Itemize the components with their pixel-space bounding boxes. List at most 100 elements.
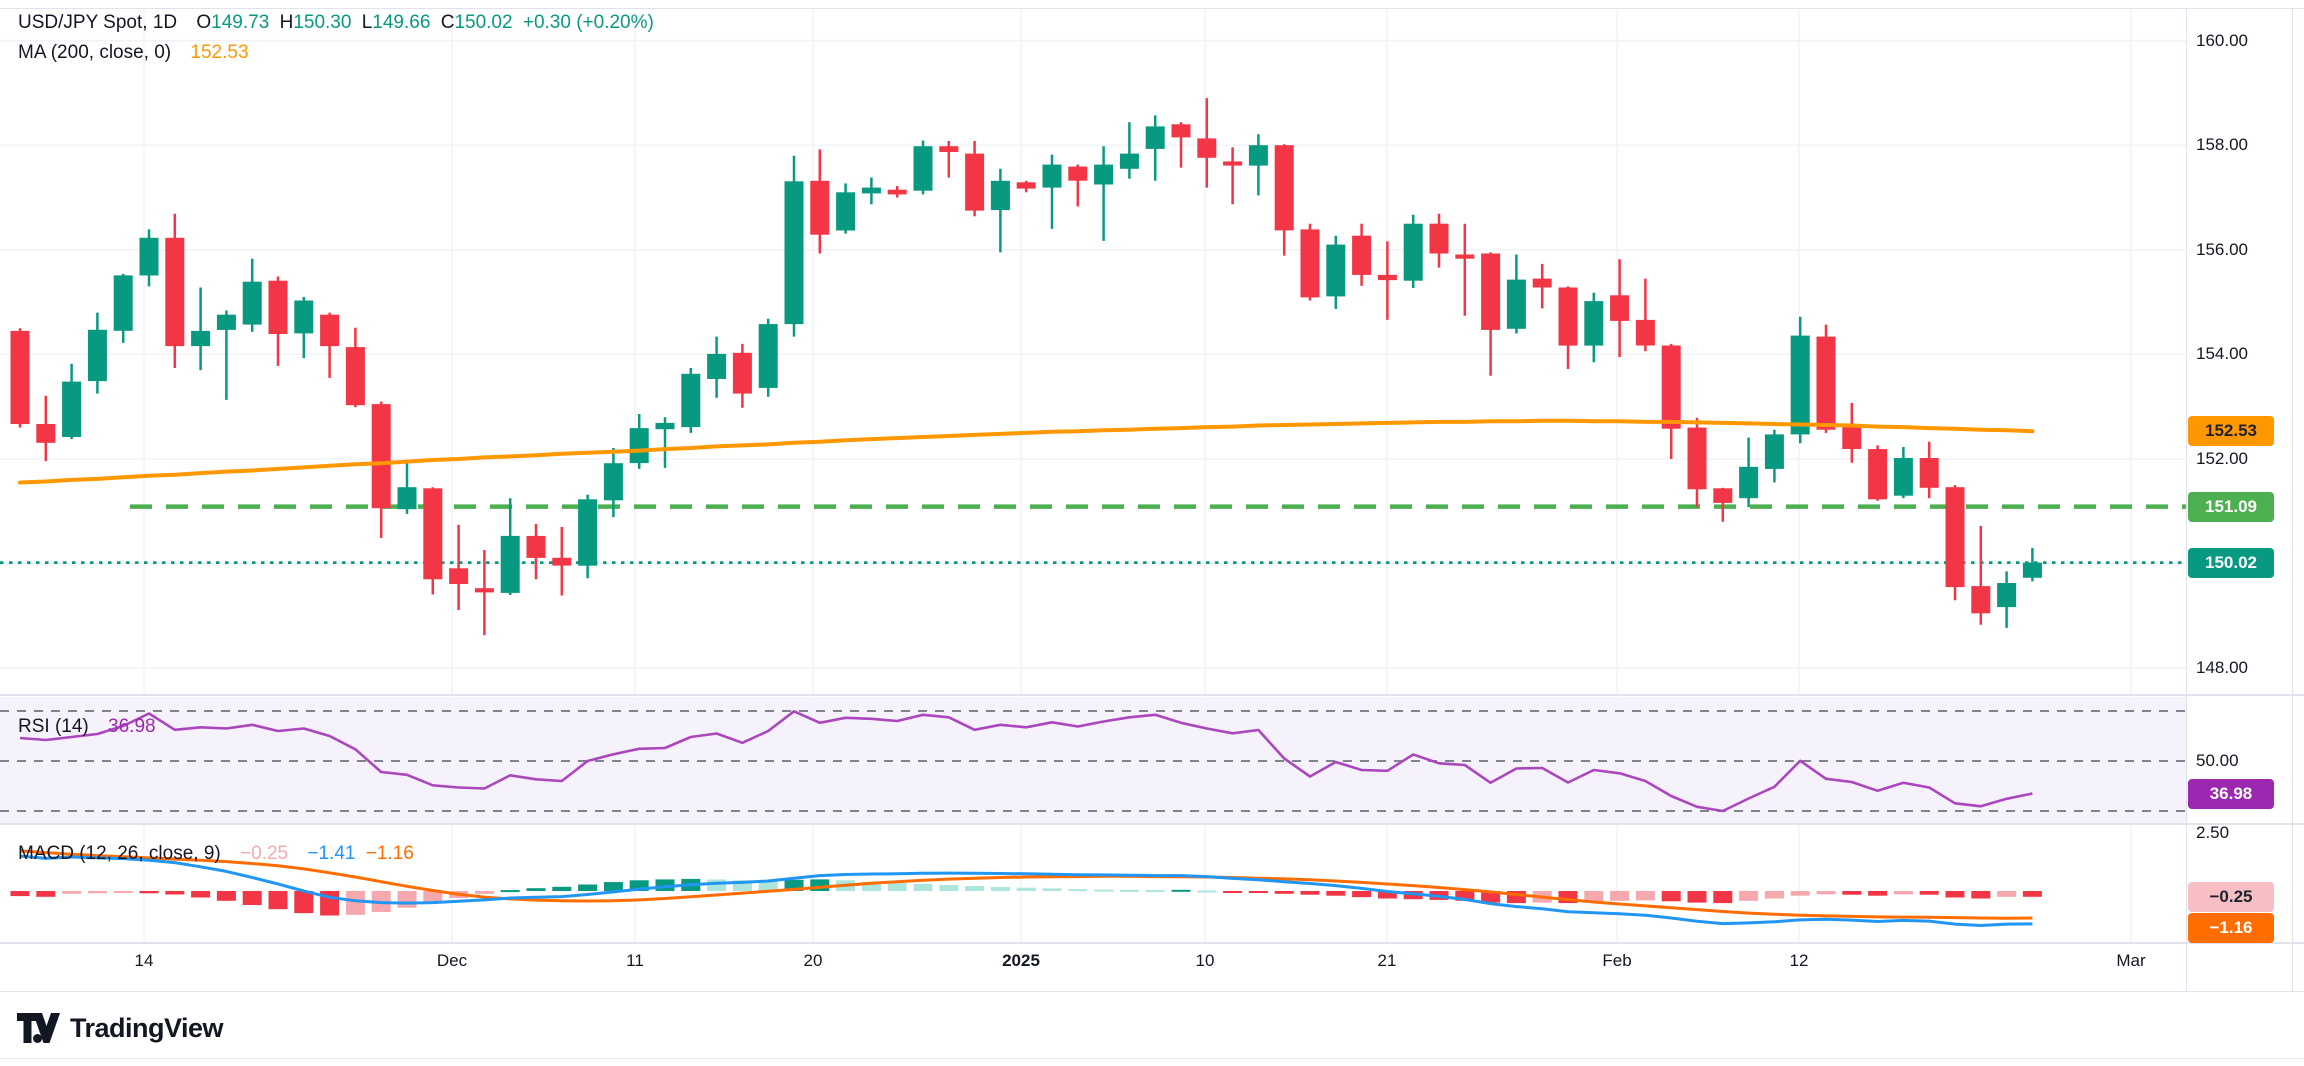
macd-hist-bar [810,879,830,891]
candle-body [707,353,727,379]
rsi-line[interactable] [19,709,2033,813]
candle-body [655,422,675,430]
candle-body [1687,427,1707,490]
candle-body [1352,235,1372,275]
price-axis-label-148.00: 148.00 [2196,658,2248,677]
candle-body [1223,161,1243,166]
open-label: O [196,12,212,33]
price-axis-label-160.00: 160.00 [2196,31,2248,50]
macd-hist-bar [1300,891,1320,895]
macd-hist-bar [1171,889,1191,892]
high-label: H [279,12,294,33]
macd-hist-bar [423,891,443,904]
candle-body [242,281,262,325]
top-border [0,8,2304,9]
candle-body [1532,278,1552,288]
candle-body [1635,319,1655,346]
price-badge-151.09: 151.09 [2188,492,2274,522]
candle-body [1506,279,1526,329]
candle-body [1171,124,1191,138]
macd-hist-bar [1971,891,1991,899]
candle-body [1764,434,1784,469]
page-bottom-border [0,1058,2304,1059]
candle-body [629,428,649,464]
candles-layer[interactable] [10,98,2042,636]
macd-axis-label-250: 2.50 [2196,823,2230,842]
candle-body [139,237,159,276]
ma200-line[interactable] [18,418,2035,485]
macd-badge-−0.25: −0.25 [2188,882,2274,912]
macd-hist-bar [655,879,675,891]
candle-body [113,275,133,331]
candle-body [345,347,365,406]
date-axis-label-Feb: Feb [1602,951,1632,970]
candle-body [784,181,804,325]
date-axis-label-Mar: Mar [2116,951,2146,970]
close-label: C [440,12,455,33]
ma-study-legend[interactable]: MA (200, close, 0) 152.53 [18,42,249,64]
candle-body [1403,223,1423,281]
candle-body [1300,229,1320,298]
macd-line-value: −1.41 [307,843,356,864]
candle-body [10,330,30,424]
macd-hist-bar [526,888,546,891]
macd-hist-bar [165,891,185,895]
candle-body [681,373,701,428]
macd-hist-bar [1919,891,1939,895]
macd-hist-bar [552,886,572,891]
candle-body [36,424,56,443]
macd-hist-bar [784,879,804,891]
rsi-study-legend[interactable]: RSI (14) 36.98 [18,716,156,738]
macd-hist-bar [1764,891,1784,899]
symbol-legend[interactable]: USD/JPY Spot, 1D O149.73 H150.30 L149.66… [18,12,654,34]
macd-hist-bar [294,891,314,914]
candle-body [1377,274,1397,281]
candle-body [1661,345,1681,429]
macd-hist-bar [1223,891,1243,893]
candle-body [191,330,211,347]
date-axis-label-Dec: Dec [436,951,468,970]
macd-hist-bar [1042,888,1062,891]
candle-body [578,499,598,566]
macd-study-legend[interactable]: MACD (12, 26, close, 9) −0.25 −1.41 −1.1… [18,843,414,865]
macd-hist-bar [939,884,959,891]
symbol-title[interactable]: USD/JPY Spot, 1D [18,12,178,33]
macd-hist-bar [1893,891,1913,895]
macd-hist-bar [62,891,82,894]
macd-study-label[interactable]: MACD (12, 26, close, 9) [18,843,221,864]
chart-canvas[interactable] [0,0,2304,992]
rsi-axis-label-50: 50.00 [2196,751,2239,770]
candle-body [1145,126,1165,149]
macd-hist-bar [500,890,520,893]
ma-study-label[interactable]: MA (200, close, 0) [18,42,172,63]
candle-body [1429,223,1449,254]
macd-hist-bar [965,886,985,891]
macd-hist-bar [1790,891,1810,896]
candle-body [216,314,236,330]
candle-body [2022,562,2042,578]
price-axis-label-154.00: 154.00 [2196,344,2248,363]
rsi-study-value: 36.98 [108,716,156,737]
macd-hist-bar [913,884,933,891]
date-axis-label-11: 11 [626,951,644,970]
date-axis-label-20: 20 [803,951,823,970]
rsi-study-label[interactable]: RSI (14) [18,716,89,737]
macd-hist-bar [191,891,211,898]
macd-hist-bar [1945,891,1965,898]
macd-hist-bar [113,891,133,893]
candle-body [552,557,572,566]
macd-hist-bar [758,880,778,891]
date-axis-label-21: 21 [1377,951,1397,970]
macd-hist-bar [1377,891,1397,899]
low-label: L [361,12,373,33]
tradingview-logo[interactable]: TradingView [16,1012,224,1044]
candle-body [939,146,959,152]
macd-signal-line[interactable] [19,849,2033,920]
candle-body [1481,253,1501,330]
macd-hist-bar [397,891,417,908]
candle-body [1558,287,1578,346]
macd-main-line[interactable] [19,854,2033,927]
price-gridlines [0,39,2186,669]
macd-hist-bar [732,880,752,891]
